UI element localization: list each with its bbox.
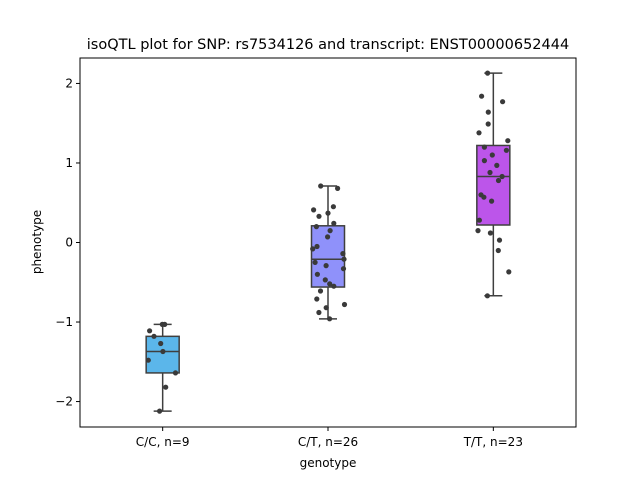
data-point [499, 173, 505, 180]
y-tick-label: −1 [55, 315, 73, 329]
data-point [331, 283, 337, 289]
box-iqr [476, 144, 511, 226]
data-point [505, 138, 511, 144]
box-group [476, 72, 511, 297]
data-point [489, 152, 495, 158]
data-point [312, 259, 318, 265]
box-group [145, 323, 180, 412]
data-point [147, 328, 153, 334]
y-tick-label: −2 [55, 395, 73, 409]
data-point [157, 408, 163, 414]
data-point [145, 357, 151, 363]
data-point [503, 147, 509, 153]
data-point [163, 384, 169, 390]
x-tick-label: T/T, n=23 [463, 435, 523, 449]
data-point [489, 198, 495, 204]
data-point [323, 305, 329, 311]
y-tick-label: 0 [65, 236, 73, 250]
y-tick-label: 1 [65, 156, 73, 170]
data-point [158, 340, 164, 347]
data-point [322, 277, 328, 283]
data-point [310, 246, 316, 252]
data-point [313, 224, 319, 230]
data-point [487, 230, 493, 236]
data-point [325, 210, 331, 216]
data-point [340, 251, 346, 257]
data-point [327, 228, 333, 234]
data-point [311, 207, 317, 213]
data-point [506, 269, 512, 275]
data-point [314, 243, 320, 250]
data-point [314, 271, 320, 277]
y-axis-label: phenotype [30, 210, 44, 274]
data-point [496, 237, 503, 243]
data-point [325, 234, 331, 240]
data-point [316, 213, 322, 219]
x-tick-label: C/C, n=9 [136, 435, 190, 449]
data-point [331, 220, 337, 226]
data-point [481, 194, 487, 200]
data-point [314, 296, 320, 302]
data-point [476, 130, 482, 136]
x-tick-label: C/T, n=26 [298, 435, 358, 449]
data-point [481, 144, 487, 150]
data-point [494, 162, 500, 168]
data-point [475, 228, 481, 234]
data-point [341, 256, 347, 262]
data-point [485, 109, 491, 115]
data-point [484, 293, 490, 299]
data-point [495, 177, 502, 184]
data-point [151, 333, 157, 339]
data-point [318, 183, 324, 189]
data-point [323, 263, 329, 269]
y-tick-label: 2 [65, 76, 73, 90]
data-point [485, 121, 491, 127]
data-point [340, 266, 347, 272]
data-point [327, 316, 333, 322]
x-axis-label: genotype [300, 456, 357, 470]
data-point [476, 217, 482, 223]
data-point [487, 169, 493, 176]
data-point [317, 288, 324, 294]
data-point [341, 301, 348, 308]
chart-marks [145, 70, 512, 414]
data-point [479, 93, 485, 99]
data-point [330, 204, 336, 210]
chart-axes: −2 −1 0 1 2 C/C, n=9 C/T, n=26 T/T, n=23 [55, 76, 523, 449]
data-point [481, 158, 487, 164]
data-point [335, 185, 341, 191]
data-point [172, 370, 179, 376]
data-point [500, 99, 506, 105]
data-point [327, 281, 333, 287]
data-point [162, 321, 168, 327]
data-point [160, 348, 166, 355]
data-point [495, 247, 501, 254]
data-point [485, 70, 491, 76]
data-point [316, 309, 322, 316]
chart-title: isoQTL plot for SNP: rs7534126 and trans… [87, 37, 569, 53]
